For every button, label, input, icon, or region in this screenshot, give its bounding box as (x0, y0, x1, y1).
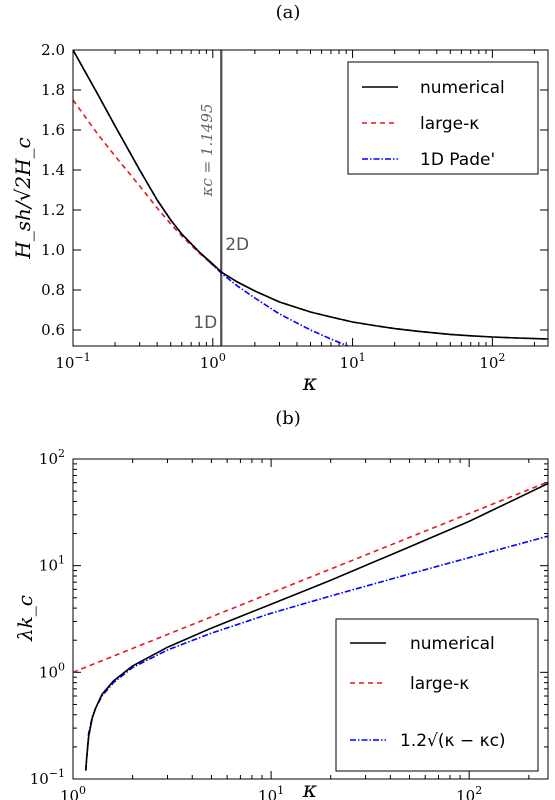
kappa-c-annotation: κc = 1.1495 (198, 104, 216, 198)
legend-label-numerical: numerical (420, 78, 505, 98)
y-tick-label: 0.8 (41, 281, 65, 299)
label-2d: 2D (225, 235, 249, 255)
legend-label-large-kappa-b: large-κ (410, 674, 469, 694)
y-tick-label: 100 (39, 660, 65, 681)
y-tick-label: 102 (39, 447, 65, 468)
legend-label-numerical-b: numerical (410, 634, 495, 654)
legend-a: numerical large-κ 1D Pade' (348, 62, 538, 174)
x-tick-label: 100 (60, 784, 86, 800)
series-line-pade-a (73, 50, 353, 348)
y-tick-label: 1.8 (41, 81, 65, 99)
y-tick-label: 101 (39, 554, 65, 575)
x-tick-label: 101 (340, 351, 366, 372)
x-tick-label: 10−1 (55, 351, 90, 372)
x-axis-label-a: κ (302, 371, 318, 396)
x-tick-label: 101 (258, 784, 284, 800)
y-axis-label-a: H_sh/√2H_c (11, 137, 35, 259)
panel-label-a: (a) (276, 2, 301, 23)
y-axis-label-b: λk_c (13, 595, 37, 642)
x-axis-label-b: κ (302, 778, 318, 800)
y-tick-label: 0.6 (41, 321, 65, 339)
panel-a: (a) 10−1 100 101 102 0.6 0.8 1.0 1.2 1.4 1.6 1.8 2.… (11, 2, 548, 396)
y-tick-label: 1.2 (41, 201, 65, 219)
legend-label-pade: 1D Pade' (420, 150, 495, 170)
panel-label-b: (b) (275, 408, 301, 429)
x-tick-label: 102 (456, 784, 482, 800)
y-tick-label: 1.6 (41, 121, 65, 139)
x-tick-label: 100 (200, 351, 226, 372)
y-tick-label: 1.4 (41, 161, 65, 179)
y-tick-label: 10−1 (30, 767, 65, 788)
y-tick-label: 2.0 (41, 41, 65, 59)
legend-label-large-kappa: large-κ (420, 114, 479, 134)
legend-label-sqrt-b: 1.2√(κ − κc) (400, 731, 506, 751)
legend-b: numerical large-κ 1.2√(κ − κc) (336, 619, 538, 771)
x-tick-label: 102 (479, 351, 505, 372)
y-tick-label: 1.0 (41, 241, 65, 259)
label-1d: 1D (193, 313, 217, 333)
